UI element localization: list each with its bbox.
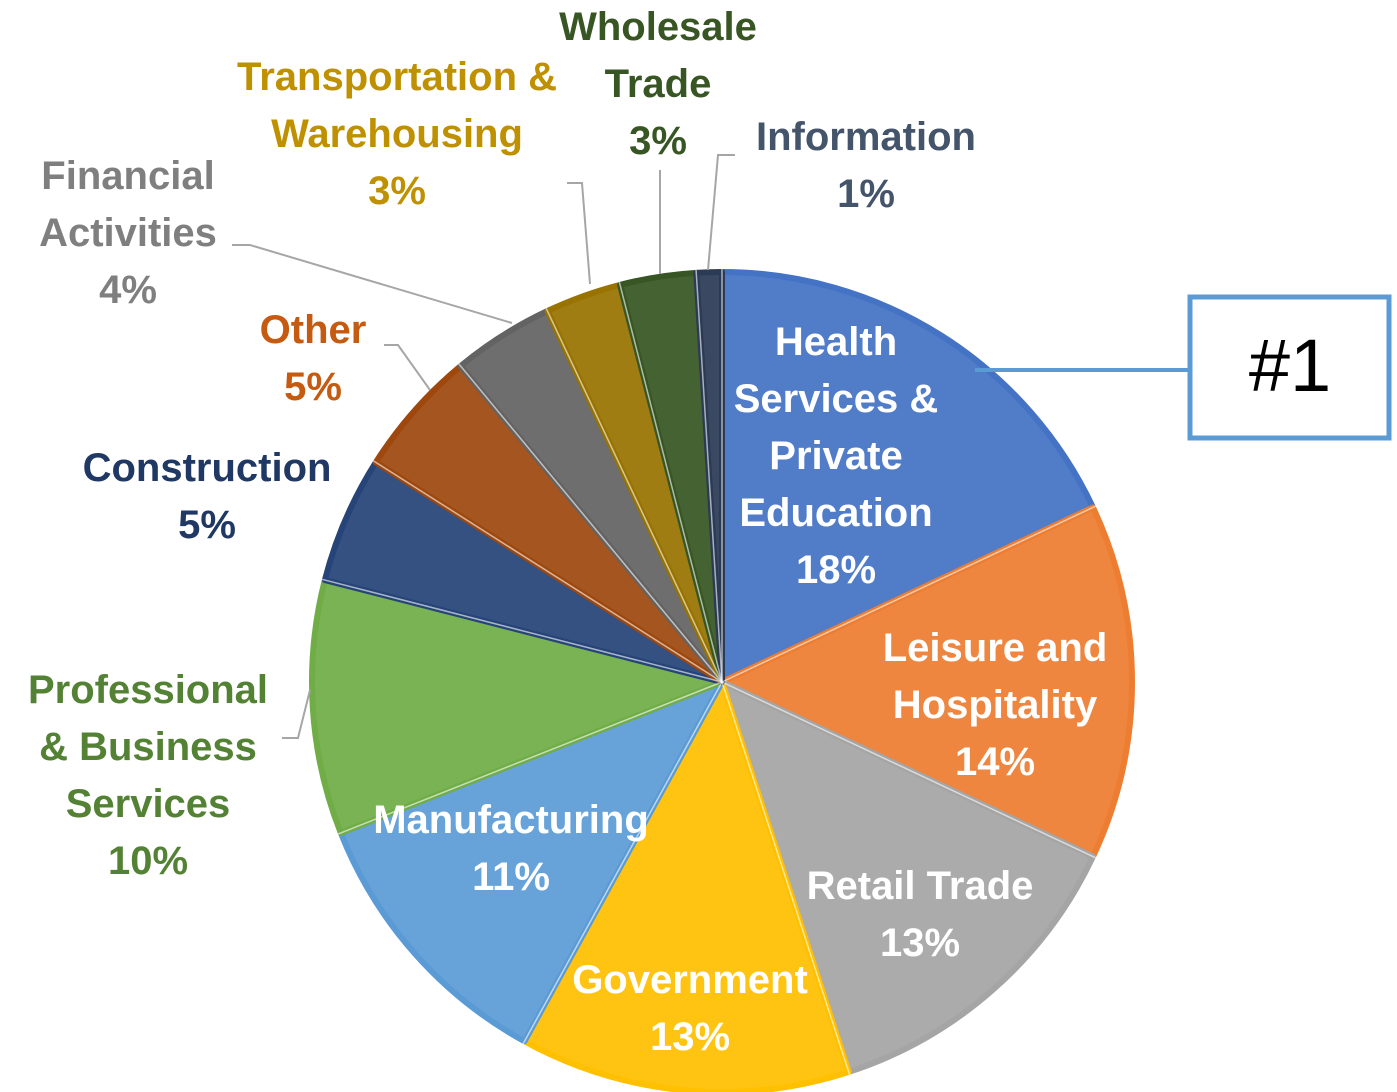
category-label: Financial Activities [39,153,217,255]
leader-line [282,689,311,739]
category-label: Other [259,307,367,352]
pie-slice [521,679,852,1092]
slice-separator [721,681,851,1076]
value-label: 18% [795,547,877,592]
slice-label: Transportation & Warehousing 3% [222,49,572,220]
slice-separator [695,269,723,683]
category-label: Manufacturing [373,797,649,842]
slice-label: Other 5% [213,302,413,416]
slice-label: Health Services & Private Education 18% [711,314,961,599]
category-label: Information [756,114,976,159]
slice-separator [618,281,723,683]
pie-slice [337,679,725,1045]
value-label: 13% [879,920,961,965]
pie-slice [309,577,725,836]
slice-separator [372,460,723,683]
value-label: 10% [107,838,189,883]
slice-label: Information 1% [726,109,1006,223]
slice-label: Government 13% [540,952,840,1066]
slice-label: Financial Activities 4% [18,148,238,319]
value-label: 11% [472,854,550,899]
slice-label: Retail Trade 13% [770,858,1070,972]
annotation: #1 [1248,324,1332,407]
slice-label: Construction 5% [57,440,357,554]
leader-line [567,182,591,285]
leader-line [707,154,735,271]
slice-separator [458,363,723,683]
value-label: 5% [178,502,236,547]
category-label: Professional & Business Services [27,667,269,826]
value-label: 14% [954,739,1036,784]
value-label: 13% [649,1014,731,1059]
pie-slice [719,679,1096,1075]
leader-line [384,344,431,391]
slice-separator [337,681,723,835]
slice-label: Leisure and Hospitality 14% [860,620,1130,791]
category-label: Leisure and Hospitality [882,625,1108,727]
pie-slice [719,269,1096,685]
slice-separator [545,307,723,683]
category-label: Government [572,957,808,1002]
category-label: Retail Trade [806,863,1034,908]
slice-separator [321,578,723,683]
slice-separator [721,505,1097,683]
value-label: 4% [99,267,157,312]
category-label: Construction [82,445,332,490]
category-label: Transportation & Warehousing [236,54,558,156]
category-label: Health Services & Private Education [733,319,939,535]
value-label: 3% [368,168,426,213]
pie-slice [719,504,1136,860]
value-label: 5% [284,364,342,409]
slice-separator [721,681,1097,859]
annotation-box [1187,294,1392,441]
slice-label: Professional & Business Services 10% [8,662,288,890]
slice-label: Wholesale Trade 3% [533,0,783,170]
leader-line [232,244,513,324]
category-label: Wholesale Trade [559,4,757,106]
slice-separator [522,681,723,1045]
value-label: 1% [837,171,895,216]
value-label: 3% [629,118,687,163]
slice-label: Manufacturing 11% [341,792,681,906]
